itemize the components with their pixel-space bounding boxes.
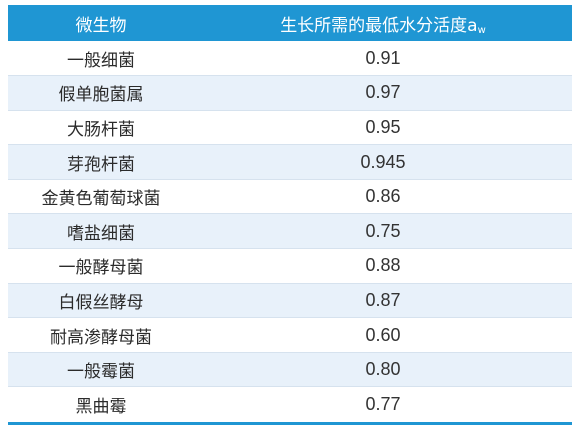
water-activity-value: 0.97: [194, 75, 572, 111]
water-activity-value: 0.60: [194, 317, 572, 353]
header-subscript-w: w: [477, 24, 486, 36]
table-row: 嗜盐细菌 0.75: [8, 213, 572, 250]
header-microorganism: 微生物: [75, 15, 127, 36]
water-activity-value: 0.80: [194, 352, 572, 388]
header-min-water-activity: 生长所需的最低水分活度aw: [194, 5, 572, 41]
microorganism-name: 金黄色葡萄球菌: [8, 179, 194, 215]
water-activity-table: 微生物 生长所需的最低水分活度aw 一般细菌 0.91 假单胞菌属 0.97 大…: [8, 5, 572, 422]
microorganism-name: 假单胞菌属: [8, 75, 194, 111]
table-row: 芽孢杆菌 0.945: [8, 144, 572, 180]
water-activity-table-container: 微生物 生长所需的最低水分活度aw 一般细菌 0.91 假单胞菌属 0.97 大…: [8, 5, 572, 422]
microorganism-name: 大肠杆菌: [8, 110, 194, 146]
water-activity-value: 0.95: [194, 110, 572, 146]
table-row: 一般霉菌 0.80: [8, 352, 572, 388]
microorganism-name: 黑曲霉: [75, 396, 127, 417]
table-row: 耐高渗酵母菌 0.60: [8, 317, 572, 353]
table-row: 假单胞菌属 0.97: [8, 75, 572, 111]
water-activity-value: 0.945: [194, 144, 572, 180]
microorganism-name: 一般细菌: [8, 41, 194, 77]
table-row: 白假丝酵母 0.87: [8, 283, 572, 319]
table-row: 黑曲霉 0.77: [8, 387, 572, 422]
header-min-water-activity-label: 生长所需的最低水分活度a: [280, 15, 478, 36]
water-activity-value: 0.88: [194, 248, 572, 284]
table-body: 一般细菌 0.91 假单胞菌属 0.97 大肠杆菌 0.95 芽孢杆菌 0.94…: [8, 41, 572, 422]
table-row: 一般细菌 0.91: [8, 41, 572, 77]
microorganism-name: 白假丝酵母: [8, 283, 194, 319]
table-row: 一般酵母菌 0.88: [8, 248, 572, 284]
microorganism-name: 一般酵母菌: [8, 248, 194, 284]
microorganism-name: 一般霉菌: [8, 352, 194, 388]
table-row: 大肠杆菌 0.95: [8, 110, 572, 146]
microorganism-name: 嗜盐细菌: [8, 213, 194, 250]
water-activity-value: 0.87: [194, 283, 572, 319]
microorganism-name: 耐高渗酵母菌: [8, 317, 194, 353]
microorganism-name: 芽孢杆菌: [8, 144, 194, 180]
water-activity-value: 0.86: [194, 179, 572, 215]
water-activity-value: 0.75: [194, 213, 572, 250]
table-bottom-rule: [8, 422, 572, 425]
water-activity-value: 0.77: [365, 393, 401, 414]
header-row: 微生物 生长所需的最低水分活度aw: [8, 5, 572, 41]
table-header: 微生物 生长所需的最低水分活度aw: [8, 5, 572, 41]
table-row: 金黄色葡萄球菌 0.86: [8, 179, 572, 215]
water-activity-value: 0.91: [194, 41, 572, 77]
